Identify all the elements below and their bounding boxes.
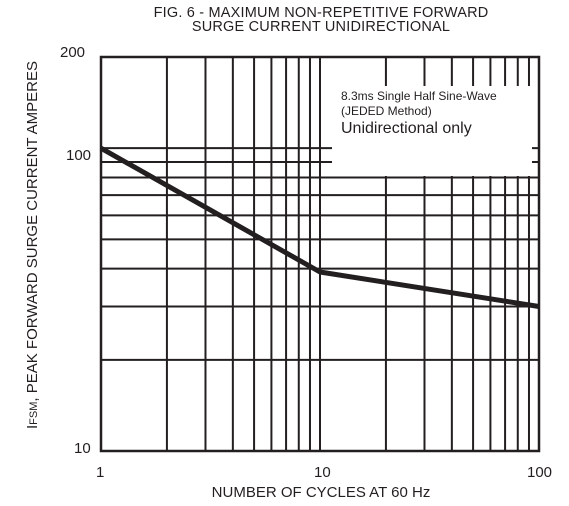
x-tick-label-100: 100 (527, 464, 553, 481)
y-axis-label-subscript: FSM (28, 401, 40, 425)
annotation-line-1: 8.3ms Single Half Sine-Wave (341, 89, 497, 103)
chart-title-line-1: FIG. 6 - MAXIMUM NON-REPETITIVE FORWARD (153, 5, 489, 21)
x-axis-label: NUMBER OF CYCLES AT 60 Hz (211, 484, 431, 501)
annotation-box (332, 86, 532, 176)
x-tick-label-10: 10 (314, 464, 331, 481)
y-tick-label-10: 10 (74, 440, 91, 457)
y-axis-label-prefix: I (24, 424, 41, 430)
annotation-line-3: Unidirectional only (341, 120, 472, 137)
series-line (99, 146, 540, 309)
plot-frame (99, 55, 541, 453)
annotation-line-2: (JEDED Method) (341, 104, 432, 118)
y-axis-label-text: , PEAK FORWARD SURGE CURRENT AMPERES (24, 60, 41, 402)
y-tick-label-200: 200 (60, 44, 86, 61)
y-axis-label: IFSM, PEAK FORWARD SURGE CURRENT AMPERES (23, 15, 43, 475)
chart-title-line-2: SURGE CURRENT UNIDIRECTIONAL (191, 19, 451, 35)
y-tick-label-100: 100 (66, 147, 92, 164)
x-tick-label-1: 1 (96, 464, 105, 481)
